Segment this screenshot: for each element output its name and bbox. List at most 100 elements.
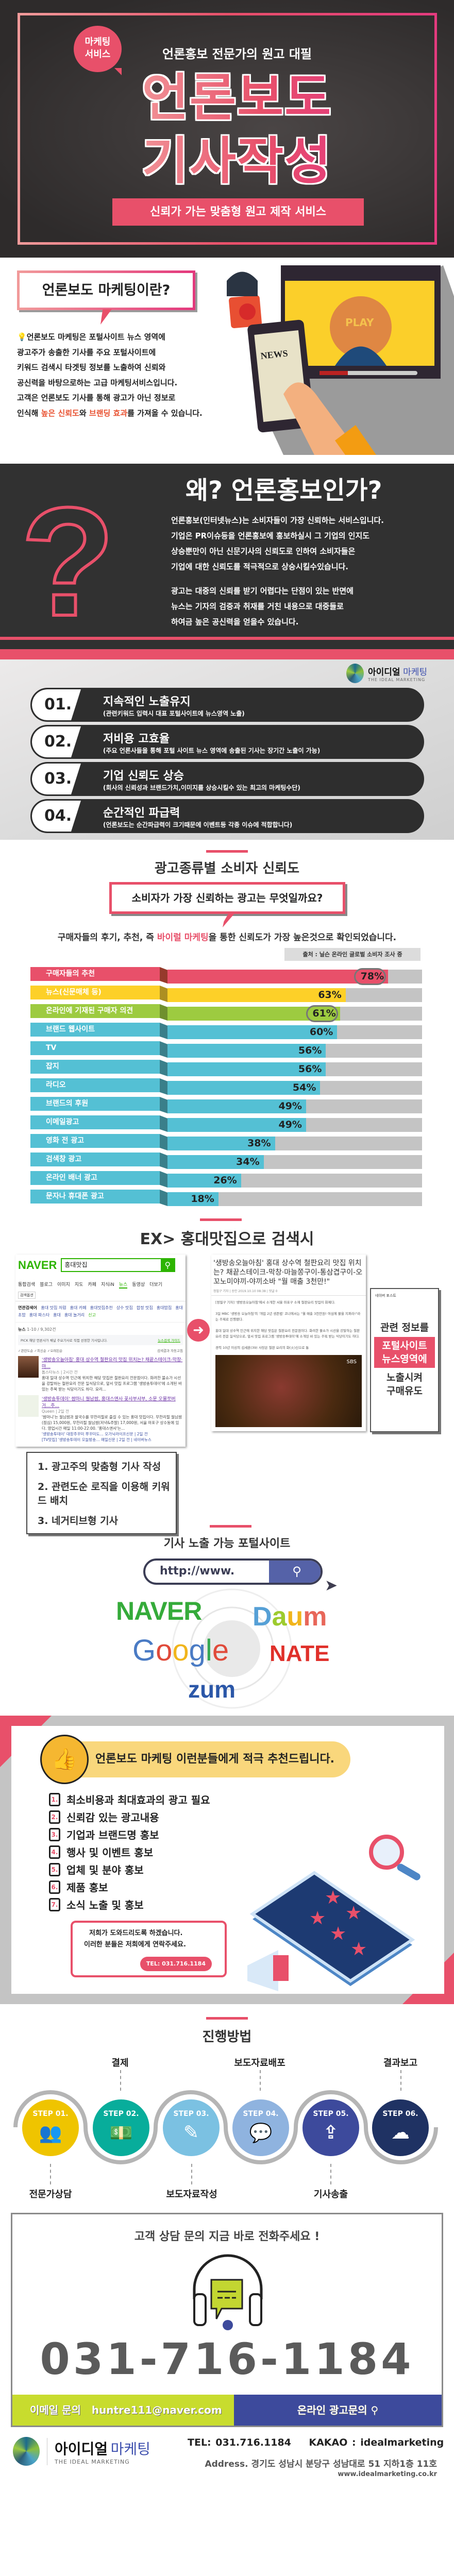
related-link[interactable]: 홍대 맛집 저렴 (41, 1306, 66, 1310)
daum-logo: Daum (253, 1602, 327, 1632)
brand-logo: 아이디얼 마케팅 THE IDEAL MARKETING (346, 664, 427, 683)
sidebar-title: 네이버 포스트 (375, 1294, 396, 1298)
step-label: 결제 (111, 2058, 129, 2069)
chart-source: 출처 : 닐슨 온라인 글로벌 소비자 조사 중 (284, 948, 421, 961)
related-link[interactable]: 홍대초밥 (18, 1306, 183, 1317)
contact-title: 고객 상담 문의 지금 바로 전화주세요 ! (134, 2230, 320, 2243)
bar-value-label: 18% (191, 1193, 214, 1205)
step-label: 보도자료작성 (166, 2189, 217, 2200)
tab[interactable]: 지식iN (100, 1282, 114, 1287)
search-input[interactable]: 홍대맛집 ⚲ (61, 1258, 176, 1272)
related-link[interactable]: 홍대 (53, 1313, 61, 1317)
bar-category-label: 검색창 광고 (30, 1153, 160, 1166)
section-divider (200, 1218, 242, 1221)
news-link[interactable]: '생방송투데이' 쌈마니 월남쌈, 홍대스앤사 꽃샤부샤부, 소문 오물쪼버거…… (42, 1397, 176, 1409)
tab-news[interactable]: 뉴스 (119, 1281, 128, 1289)
bar-value-label: 56% (298, 1063, 322, 1075)
email-link[interactable]: huntre111@naver.com (91, 2404, 222, 2416)
news-link[interactable]: '생방송오늘아침' 홍대 상수역 철판요리 맛집 위치는? 채끝스테이크-막창·… (42, 1358, 183, 1369)
sort-options: ✓관련도순 ✓최신순 ✓오래된순 검색결과 자동고침 (18, 1349, 183, 1353)
thumbs-up-icon: 👍 (40, 1735, 89, 1784)
tab[interactable]: 이미지 (57, 1282, 70, 1287)
step-label: 전문가상담 (29, 2189, 72, 2200)
intro-line: 공신력을 바탕으로하는 고급 마케팅서비스입니다. (17, 378, 178, 387)
search-options-button[interactable]: 검색옵션 (18, 1292, 36, 1299)
bar (167, 1044, 326, 1058)
naver-logo: NAVER (18, 1258, 57, 1272)
headset-icon (193, 2254, 263, 2330)
accent-line (0, 637, 454, 640)
bar (167, 1155, 264, 1169)
step-label: 결과보고 (383, 2058, 418, 2069)
tab[interactable]: 더보기 (149, 1282, 162, 1287)
footer-contact: TEL: 031.716.1184 KAKAO : idealmarketing (188, 2437, 444, 2448)
online-inquiry-button[interactable]: 온라인 광고문의 ⚲ (234, 2395, 442, 2426)
tel-pill[interactable]: TEL: 031.716.1184 (140, 1957, 212, 1971)
report-link[interactable]: 신고 (88, 1313, 96, 1317)
bar-bevel (160, 1023, 167, 1039)
hero-subtitle: 언론홍보 전문가의 원고 대필 (162, 47, 312, 61)
brand-logo: 아이디얼 마케팅 THE IDEAL MARKETING (13, 2437, 150, 2466)
hero-title-line2: 기사작성 (113, 133, 361, 190)
search-icon[interactable]: ⚲ (161, 1259, 175, 1271)
globe-icon (346, 664, 364, 683)
footer-url[interactable]: www.idealmarketing.co.kr (338, 2470, 437, 2478)
bar-category-label: 브랜드 웹사이트 (30, 1023, 160, 1037)
badge-line: 서비스 (85, 49, 111, 60)
related-link[interactable]: 홍대 놀거리 (64, 1313, 85, 1317)
intro-line: 키워드 검색시 타겟팅 정보를 노출하여 신뢰와 (17, 363, 166, 372)
tab[interactable]: 지도 (74, 1282, 83, 1287)
consultant-icon: 👥 (39, 2123, 62, 2144)
example-title: EX> 홍대맛집으로 검색시 (140, 1230, 314, 1248)
svg-text:★: ★ (330, 1923, 346, 1944)
pick-banner: PICK 해당 언론사가 채널 주요기사로 직접 선정한 기사입니다. 뉴스검색 … (18, 1335, 183, 1345)
bar-category-label: 온라인에 기재된 구매자 의견 (30, 1004, 160, 1018)
question-mark-icon: ? (19, 475, 116, 648)
bar-category-label: 문자나 휴대폰 광고 (30, 1190, 160, 1204)
tab[interactable]: 카페 (88, 1282, 96, 1287)
connector (120, 2070, 121, 2091)
intro-heading: 언론보도 마케팅이란? (17, 270, 195, 310)
trust-summary: 구매자들의 후기, 추천, 즉 바이럴 마케팅을 통한 신뢰도가 가장 높은것으… (57, 933, 397, 943)
related-link[interactable]: 홍대 카페 (70, 1306, 87, 1310)
intro-line: 💡언론보도 마케팅은 포털사이트 뉴스 영역에 (17, 332, 165, 342)
svg-text:PLAY: PLAY (345, 316, 374, 329)
tab[interactable]: 블로그 (40, 1282, 53, 1287)
related-link[interactable]: 합정 맛집 (136, 1306, 153, 1310)
bar-bevel (160, 1097, 167, 1113)
guide-link[interactable]: 뉴스검색 가이드 (158, 1338, 180, 1343)
intro-text: 💡언론보도 마케팅은 포털사이트 뉴스 영역에 광고주가 송출한 기사를 주요 … (17, 330, 203, 421)
article-video[interactable]: SBS (215, 1355, 362, 1427)
phone-number[interactable]: 031-716-1184 (40, 2334, 414, 2384)
bar-category-label: 이메일광고 (30, 1115, 160, 1129)
tab[interactable]: 통합검색 (18, 1282, 36, 1287)
related-link[interactable]: 홍대 파스타 (29, 1313, 50, 1317)
step-05: STEP 05. ⇪ (302, 2099, 359, 2156)
tab[interactable]: 동영상 (132, 1282, 145, 1287)
benefit-item: 02. 저비용 고효율 (주요 언론사들을 통해 포털 사이트 뉴스 영역에 송출된… (30, 725, 424, 759)
related-link[interactable]: 상수 맛집 (116, 1306, 133, 1310)
example-left-column: NAVER 홍대맛집 ⚲ 통합검색 블로그 이미지 지도 카페 지식iN 뉴스 동영상 더보기검… (15, 1255, 186, 1534)
email-inquiry-bar[interactable]: 이메일 문의 huntre111@naver.com (12, 2395, 234, 2426)
contact-box: 고객 상담 문의 지금 바로 전화주세요 ! 031-716-1184 이메일 … (11, 2213, 443, 2427)
search-icon[interactable]: ⚲ (269, 1561, 321, 1583)
connector (50, 2164, 51, 2184)
bar-category-label: 구매자들의 추천 (30, 967, 160, 981)
recommend-item: 7. 소식 노출 및 홍보 (49, 1897, 144, 1912)
bar (167, 1137, 275, 1150)
strategy-item: 2. 관련도순 로직을 이용해 키워드 배치 (38, 1481, 170, 1506)
speech-tail (100, 309, 112, 325)
arrow-right-icon: ➜ (187, 1319, 210, 1342)
landing-page: 마케팅 서비스 언론홍보 전문가의 원고 대필 언론보도 기사작성 신뢰가 가는… (0, 0, 454, 2478)
why-title: 왜? 언론홍보인가? (186, 476, 382, 505)
bar (167, 1174, 241, 1188)
hero-ribbon: 신뢰가 가는 맞춤형 원고 제작 서비스 (112, 198, 364, 226)
related-link[interactable]: 홍대밥집 (156, 1306, 172, 1310)
bar-category-label: 영화 전 광고 (30, 1134, 160, 1148)
bar-bevel (160, 1060, 167, 1076)
bar-value-label: 63% (318, 989, 342, 1001)
related-link[interactable]: 홍대맛집추천 (90, 1306, 113, 1310)
search-icon: ⚲ (371, 2404, 379, 2416)
url-search-bar[interactable]: http://www. ⚲ (143, 1558, 323, 1585)
bar-bevel (160, 1041, 167, 1058)
